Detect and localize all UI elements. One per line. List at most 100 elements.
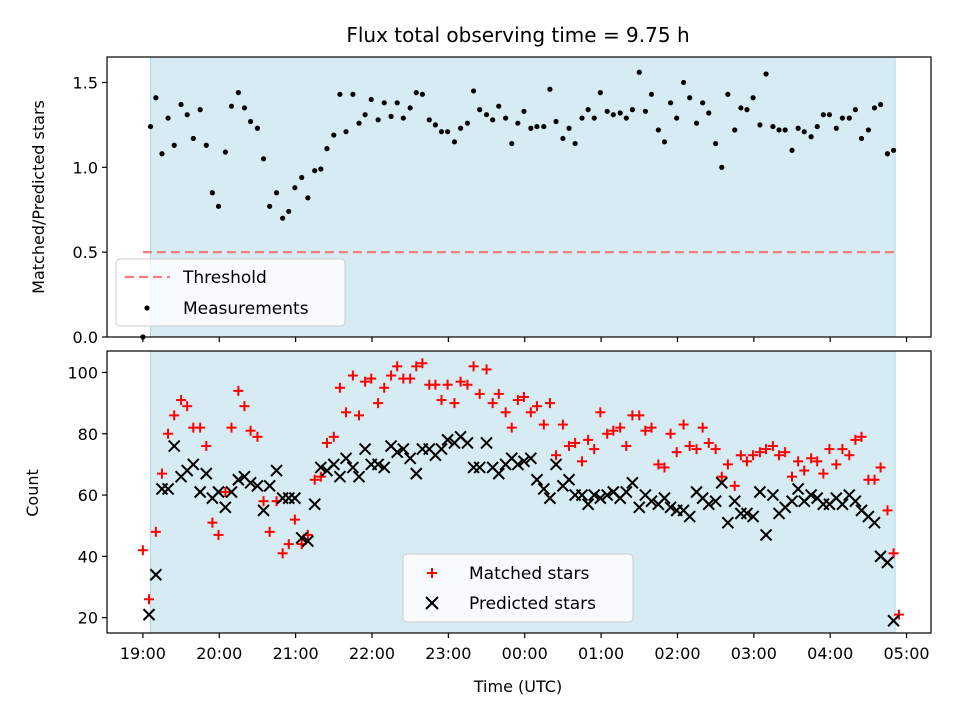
matched-star-point <box>869 474 880 485</box>
matched-star-point <box>583 434 594 445</box>
matched-star-point <box>754 447 765 458</box>
predicted-star-point <box>702 498 715 511</box>
matched-star-point <box>182 401 193 412</box>
predicted-star-point <box>403 452 417 465</box>
top-legend: Threshold Measurements <box>115 258 346 327</box>
predicted-star-point <box>594 491 607 505</box>
predicted-star-point <box>270 464 283 477</box>
measurement-point <box>153 95 159 101</box>
measurement-point <box>655 127 661 133</box>
measurement-point <box>197 107 203 113</box>
measurement-point <box>312 168 318 174</box>
matched-star-point <box>245 425 256 436</box>
predicted-star-point <box>327 458 341 471</box>
measurement-point <box>700 100 706 106</box>
matched-star-point <box>716 471 727 482</box>
measurement-point <box>464 120 471 126</box>
matched-star-point <box>595 407 606 418</box>
measurement-point <box>833 125 839 131</box>
predicted-star-point <box>537 482 551 496</box>
measurement-point <box>713 140 719 147</box>
bottom-axes-frame <box>106 350 932 634</box>
x-axis-label: Time (UTC) <box>473 677 562 696</box>
matched-star-point <box>882 505 893 516</box>
measurement-point <box>407 105 413 111</box>
predicted-star-point <box>524 452 538 465</box>
measurement-point <box>273 190 280 196</box>
measurement-point <box>814 123 820 130</box>
measurement-point <box>350 91 356 97</box>
predicted-star-point <box>658 491 671 505</box>
measurement-point <box>871 105 878 111</box>
matched-star-point <box>844 450 855 461</box>
y-tick-label: 0.5 <box>73 243 98 262</box>
top-y-axis-label: Matched/Predicted stars <box>29 100 48 294</box>
matched-star-point <box>258 496 269 507</box>
matched-star-point <box>379 382 390 393</box>
measurement-point <box>215 203 222 209</box>
matched-star-point <box>621 441 632 452</box>
measurement-point <box>515 120 521 126</box>
matched-star-point <box>665 428 676 439</box>
measurement-point <box>165 115 171 121</box>
measurement-point <box>444 129 451 135</box>
measurement-point <box>757 122 763 128</box>
measurement-point <box>222 149 228 155</box>
measurement-point <box>375 117 381 123</box>
x-tick-label: 05:00 <box>884 644 930 663</box>
measurement-point <box>820 112 826 118</box>
measurement-point <box>541 123 547 130</box>
predicted-star-point <box>212 485 225 499</box>
matched-star-point <box>392 361 403 372</box>
matched-star-point <box>195 422 206 433</box>
matched-star-point <box>659 462 670 473</box>
matched-star-point <box>512 395 523 406</box>
measurement-point <box>190 135 196 142</box>
matched-star-point <box>474 388 485 399</box>
x-tick-label: 22:00 <box>349 644 395 663</box>
matched-star-point <box>518 391 529 402</box>
matched-star-point <box>735 450 746 461</box>
matched-star-point <box>589 444 600 455</box>
measurement-point <box>808 134 814 140</box>
predicted-star-point <box>378 461 391 474</box>
matched-star-point <box>722 459 733 470</box>
measurement-point <box>203 142 209 148</box>
predicted-star-point <box>461 436 474 450</box>
top-yticks: 0.0 0.5 1.0 1.5 <box>73 73 107 347</box>
predicted-star-point <box>410 467 423 480</box>
measurement-point <box>858 135 865 142</box>
measurement-point <box>579 115 585 121</box>
matched-star-point <box>570 437 581 448</box>
y-tick-label: 60 <box>78 486 98 505</box>
matched-star-point <box>538 419 549 430</box>
measurement-point <box>286 208 292 215</box>
measurement-point <box>235 90 241 96</box>
measurement-point <box>591 115 597 121</box>
matched-star-point <box>703 437 714 448</box>
measurement-point <box>184 112 190 118</box>
predicted-star-point <box>543 491 557 505</box>
matched-star-point <box>239 401 250 412</box>
measurement-point <box>547 86 553 92</box>
measurement-point <box>636 69 642 75</box>
measurement-point <box>610 112 616 118</box>
measurement-point <box>457 125 464 131</box>
predicted-star-point <box>225 485 238 499</box>
matched-star-point <box>430 379 441 390</box>
measurement-point <box>865 127 871 133</box>
predicted-star-point <box>740 507 754 520</box>
predicted-star-point <box>263 479 276 493</box>
matched-star-point <box>893 609 904 620</box>
measurement-point <box>782 127 788 133</box>
bottom-xticks: 19:00 20:00 21:00 22:00 23:00 00:00 01:00 02:00… <box>120 633 930 663</box>
predicted-star-point <box>575 488 589 502</box>
matched-star-point <box>163 428 174 439</box>
legend-measurements-label: Measurements <box>183 299 309 319</box>
measurement-point <box>521 108 527 114</box>
measurement-point <box>343 129 349 135</box>
measurement-point <box>852 107 858 113</box>
predicted-star-point <box>295 531 308 545</box>
measurement-point <box>877 101 884 108</box>
